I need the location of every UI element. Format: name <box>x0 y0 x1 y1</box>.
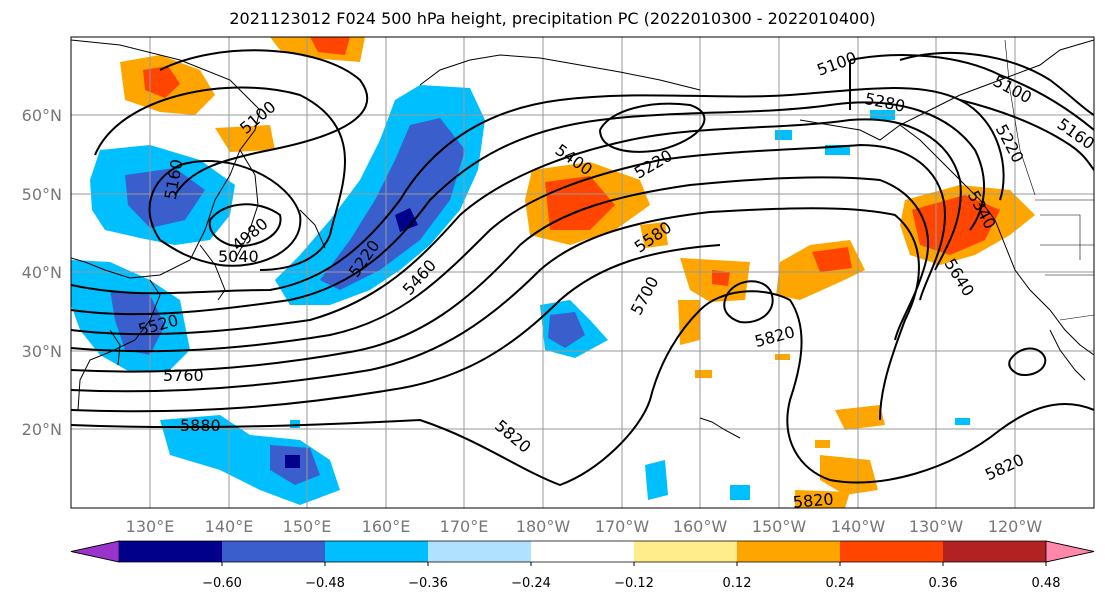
colorbar-tick-label: 0.12 <box>723 576 752 591</box>
colorbar-segment <box>531 541 634 562</box>
lon-label: 130°E <box>126 517 175 536</box>
colorbar-tick-label: 0.36 <box>929 576 958 591</box>
colorbar-segment <box>222 541 325 562</box>
lon-label: 170°E <box>440 517 489 536</box>
colorbar-extend-low <box>70 540 120 563</box>
colorbar-outline <box>70 540 1095 563</box>
height-contours <box>71 49 1094 487</box>
colorbar-segment <box>634 541 737 562</box>
contour-label: 5100 <box>990 71 1035 107</box>
colorbar-tick-label: −0.36 <box>408 576 448 591</box>
lat-label-20: 20°N <box>22 420 62 439</box>
colorbar-tick-label: 0.24 <box>826 576 855 591</box>
colorbar-extend-high <box>1045 540 1095 563</box>
lon-label: 180°W <box>516 517 571 536</box>
latitude-labels: 60°N 50°N 40°N 30°N 20°N <box>22 106 62 439</box>
colorbar-segment <box>840 541 943 562</box>
lat-label-50: 50°N <box>22 185 62 204</box>
lon-label: 160°W <box>673 517 728 536</box>
lon-label: 150°E <box>283 517 332 536</box>
lon-label: 150°W <box>752 517 807 536</box>
contour-label: 5820 <box>491 416 534 457</box>
lon-label: 160°E <box>362 517 411 536</box>
colorbar-tick-label: −0.24 <box>511 576 551 591</box>
contour-label: 5100 <box>814 48 859 80</box>
political-borders <box>1004 39 1094 321</box>
colorbar-segment <box>737 541 840 562</box>
lon-label: 170°W <box>595 517 650 536</box>
colorbar-tick-labels: −0.60 −0.48 −0.36 −0.24 −0.12 0.12 0.24 0.36 0.4… <box>202 562 1061 591</box>
lon-label: 130°W <box>909 517 964 536</box>
contour-label: 5640 <box>940 255 978 300</box>
map-title: 2021123012 F024 500 hPa height, precipit… <box>229 9 876 28</box>
precipitation-shading <box>71 37 1035 508</box>
contour-label: 5820 <box>982 450 1027 484</box>
colorbar-segment <box>943 541 1046 562</box>
colorbar-tick-label: −0.60 <box>202 576 242 591</box>
graticule <box>71 37 1094 508</box>
colorbar-segment <box>119 541 222 562</box>
map-frame <box>70 36 1095 509</box>
lat-label-30: 30°N <box>22 342 62 361</box>
colorbar-segment <box>325 541 428 562</box>
lat-label-40: 40°N <box>22 263 62 282</box>
contour-label: 5700 <box>627 273 663 318</box>
colorbar-segments <box>70 540 1095 563</box>
lon-label: 140°W <box>831 517 886 536</box>
colorbar-tick-label: −0.48 <box>305 576 345 591</box>
contour-label: 5160 <box>1054 114 1098 153</box>
contour-label: 5820 <box>792 489 834 511</box>
lat-label-60: 60°N <box>22 106 62 125</box>
contour-label: 5880 <box>180 416 221 435</box>
colorbar-tick-label: −0.12 <box>614 576 654 591</box>
colorbar: −0.60 −0.48 −0.36 −0.24 −0.12 0.12 0.24 0.36 0.4… <box>70 540 1095 591</box>
contour-label: 5820 <box>753 322 797 351</box>
contour-label: 5280 <box>863 89 907 116</box>
longitude-labels: 130°E 140°E 150°E 160°E 170°E 180°W 170°… <box>126 517 1043 536</box>
lon-label: 140°E <box>205 517 254 536</box>
contour-label: 5040 <box>218 247 259 266</box>
colorbar-tick-label: 0.48 <box>1032 576 1061 591</box>
colorbar-segment <box>428 541 531 562</box>
lon-label: 120°W <box>988 517 1043 536</box>
contour-label: 5760 <box>163 366 204 385</box>
